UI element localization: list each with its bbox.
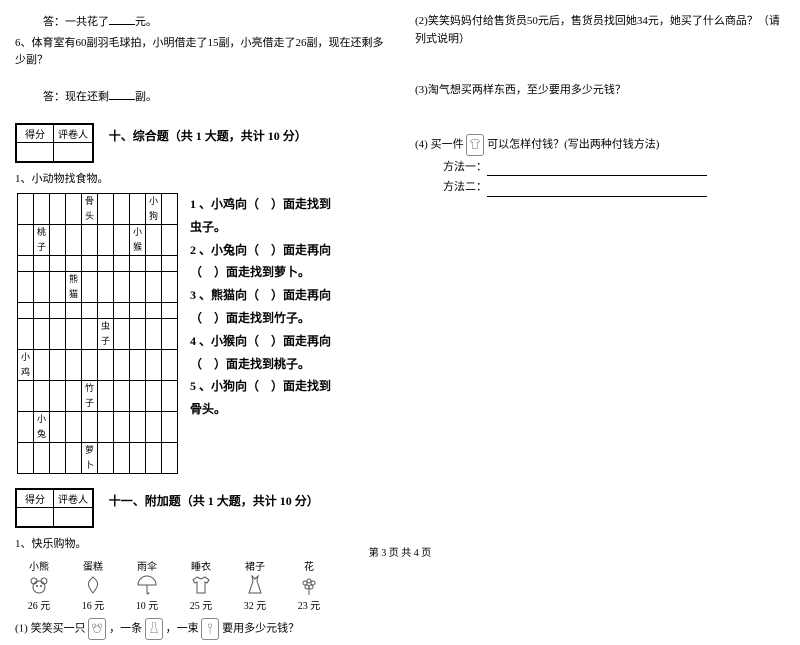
q5-ans-suffix: 元。 [135,16,157,28]
sub4a: (4) 买一件 [415,138,464,150]
method1-blank[interactable] [487,163,707,176]
cell-bone: 骨头 [82,193,98,224]
shop-name-5: 花 [304,558,314,573]
umbrella-icon [135,573,159,597]
score-h1: 得分 [17,125,54,143]
cell-panda: 熊猫 [66,271,82,302]
dq2a: 2 、小兔向（ ）面走再向 [190,239,385,262]
shop-price-1: 16 元 [82,597,105,612]
score-cell-b[interactable] [17,507,54,526]
shop-item-cake: 蛋糕 16 元 [73,558,113,612]
shop-item-flower: 花 23 元 [289,558,329,612]
shop-row: 小熊 26 元 蛋糕 16 元 雨伞 10 元 睡衣 25 元 裙子 [19,558,385,612]
shop-name-4: 裙子 [245,558,265,573]
dq1a: 1 、小鸡向（ ）面走找到 [190,193,385,216]
sub4-line: (4) 买一件 可以怎样付钱？(写出两种付钱方法) [415,134,785,156]
score-h1b: 得分 [17,489,54,507]
score-h2: 评卷人 [54,125,93,143]
method2-blank[interactable] [487,184,707,197]
shop-name-0: 小熊 [29,558,49,573]
q6-blank[interactable] [109,88,135,100]
dq3b: （ ）面走找到竹子。 [190,307,385,330]
shop-price-2: 10 元 [136,597,159,612]
inline-flower-icon [201,618,219,640]
page-footer: 第 3 页 共 4 页 [0,544,800,559]
cell-peach: 桃子 [34,224,50,255]
sub4b: 可以怎样付钱？(写出两种付钱方法) [487,138,659,150]
section10-header: 得分评卷人 十、综合题（共 1 大题，共计 10 分） [15,117,385,168]
dq5b: 骨头。 [190,398,385,421]
s11s1a: (1) 笑笑买一只 [15,622,86,634]
cell-bamboo: 竹子 [82,380,98,411]
shop-name-2: 雨伞 [137,558,157,573]
bear-icon [27,573,51,597]
q6-answer-line: 答：现在还剩 副。 [15,88,385,107]
dq5a: 5 、小狗向（ ）面走找到 [190,375,385,398]
q6-ans-suffix: 副。 [135,91,157,103]
method2-label: 方法二： [443,181,487,193]
grader-cell[interactable] [54,143,93,162]
score-box-10: 得分评卷人 [15,123,94,163]
cell-chick: 小鸡 [18,349,34,380]
score-box-11: 得分评卷人 [15,488,94,528]
shop-item-pajama: 睡衣 25 元 [181,558,221,612]
q5-blank[interactable] [109,13,135,25]
s11-sub1: (1) 笑笑买一只 ，一条 ，一束 要用多少元钱？ [15,618,385,640]
dq4b: （ ）面走找到桃子。 [190,353,385,376]
grader-cell-b[interactable] [54,507,93,526]
q5-ans-prefix: 答：一共花了 [43,16,109,28]
cell-carrot: 萝卜 [82,442,98,473]
dress-icon [243,573,267,597]
shop-item-dress: 裙子 32 元 [235,558,275,612]
sub3-text: (3)淘气想买两样东西，至少要用多少元钱？ [415,82,785,100]
method2-line: 方法二： [415,179,785,197]
cell-monkey: 小猴 [130,224,146,255]
cell-dog: 小狗 [146,193,162,224]
section10-title: 十、综合题（共 1 大题，共计 10 分） [109,117,307,144]
q6-text: 6、体育室有60副羽毛球拍，小明借走了15副，小亮借走了26副，现在还剩多少副？ [15,35,385,70]
shop-price-3: 25 元 [190,597,213,612]
shop-name-1: 蛋糕 [83,558,103,573]
animal-grid: 骨头 小狗 桃子 小猴 熊猫 虫子 小鸡 竹子 小兔 萝卜 [17,193,178,474]
dq1b: 虫子。 [190,216,385,239]
inline-bear-icon [88,618,106,640]
pajama-icon [189,573,213,597]
q5-answer-line: 答：一共花了 元。 [15,13,385,32]
dq4a: 4 、小猴向（ ）面走再向 [190,330,385,353]
inline-dress-icon [145,618,163,640]
method1-label: 方法一： [443,161,487,173]
cell-bug: 虫子 [98,318,114,349]
section11-header: 得分评卷人 十一、附加题（共 1 大题，共计 10 分） [15,482,385,533]
s10-q1: 1、小动物找食物。 [15,171,385,189]
shop-price-4: 32 元 [244,597,267,612]
shop-price-0: 26 元 [28,597,51,612]
s11s1b: ，一条 [109,622,142,634]
score-h2b: 评卷人 [54,489,93,507]
inline-pajama-icon [466,134,484,156]
shop-price-5: 23 元 [298,597,321,612]
dq2b: （ ）面走找到萝卜。 [190,261,385,284]
shop-item-umbrella: 雨伞 10 元 [127,558,167,612]
cake-icon [81,573,105,597]
direction-questions: 1 、小鸡向（ ）面走找到 虫子。 2 、小兔向（ ）面走再向 （ ）面走找到萝… [178,193,385,474]
cell-rabbit: 小兔 [34,411,50,442]
section11-title: 十一、附加题（共 1 大题，共计 10 分） [109,482,319,509]
s11s1d: 要用多少元钱？ [222,622,299,634]
s11s1c: ，一束 [166,622,199,634]
dq3a: 3 、熊猫向（ ）面走再向 [190,284,385,307]
flower-icon [297,573,321,597]
q6-ans-prefix: 答：现在还剩 [43,91,109,103]
score-cell[interactable] [17,143,54,162]
method1-line: 方法一： [415,159,785,177]
shop-item-bear: 小熊 26 元 [19,558,59,612]
sub2-text: (2)笑笑妈妈付给售货员50元后，售货员找回她34元，她买了什么商品？（请列式说… [415,13,785,48]
shop-name-3: 睡衣 [191,558,211,573]
